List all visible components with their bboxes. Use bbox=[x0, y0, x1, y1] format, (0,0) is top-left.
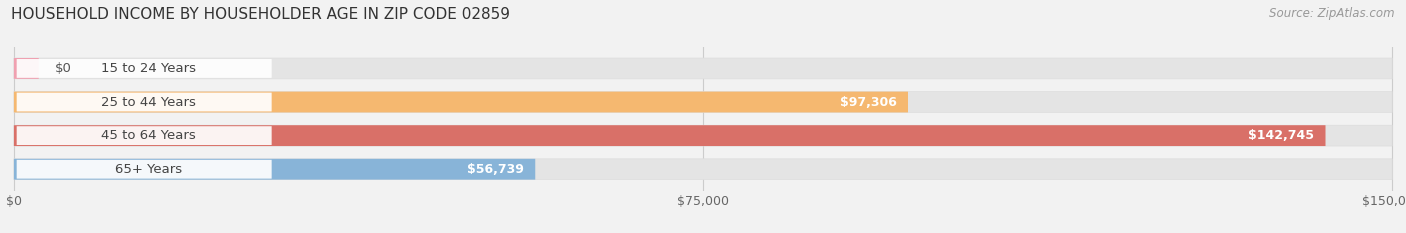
Text: 65+ Years: 65+ Years bbox=[115, 163, 181, 176]
Text: 15 to 24 Years: 15 to 24 Years bbox=[101, 62, 195, 75]
FancyBboxPatch shape bbox=[17, 93, 271, 111]
FancyBboxPatch shape bbox=[17, 126, 271, 145]
Text: 45 to 64 Years: 45 to 64 Years bbox=[101, 129, 195, 142]
FancyBboxPatch shape bbox=[14, 92, 908, 113]
FancyBboxPatch shape bbox=[17, 160, 271, 179]
FancyBboxPatch shape bbox=[14, 159, 536, 180]
FancyBboxPatch shape bbox=[14, 58, 39, 79]
FancyBboxPatch shape bbox=[14, 92, 1392, 113]
Text: $142,745: $142,745 bbox=[1249, 129, 1315, 142]
Text: $56,739: $56,739 bbox=[467, 163, 524, 176]
Text: Source: ZipAtlas.com: Source: ZipAtlas.com bbox=[1270, 7, 1395, 20]
FancyBboxPatch shape bbox=[14, 159, 1392, 180]
FancyBboxPatch shape bbox=[14, 125, 1392, 146]
Text: $97,306: $97,306 bbox=[841, 96, 897, 109]
Text: HOUSEHOLD INCOME BY HOUSEHOLDER AGE IN ZIP CODE 02859: HOUSEHOLD INCOME BY HOUSEHOLDER AGE IN Z… bbox=[11, 7, 510, 22]
FancyBboxPatch shape bbox=[14, 58, 1392, 79]
FancyBboxPatch shape bbox=[17, 59, 271, 78]
Text: $0: $0 bbox=[55, 62, 72, 75]
Text: 25 to 44 Years: 25 to 44 Years bbox=[101, 96, 195, 109]
FancyBboxPatch shape bbox=[14, 125, 1326, 146]
